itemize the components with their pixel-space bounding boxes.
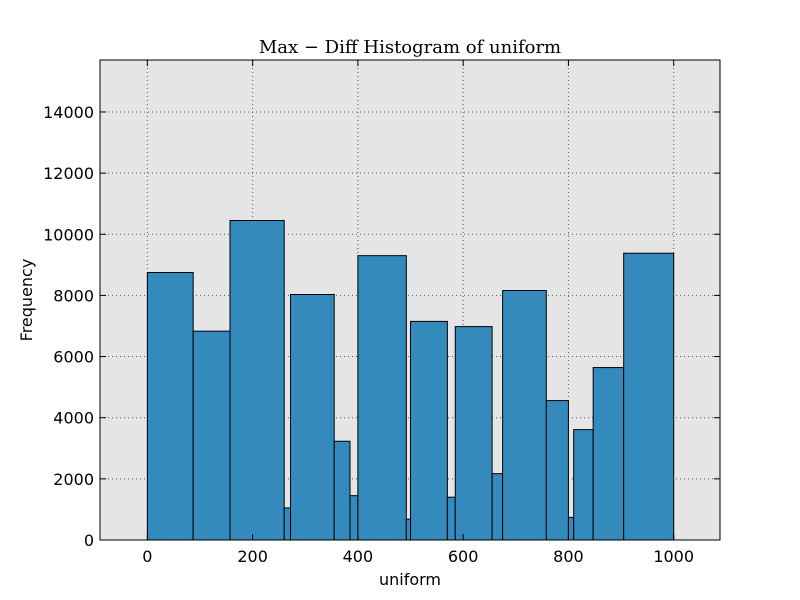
histogram-bar bbox=[545, 400, 569, 541]
histogram-bar bbox=[357, 255, 407, 541]
y-tick-label: 2000 bbox=[53, 470, 94, 489]
histogram-bar bbox=[333, 440, 351, 541]
histogram-bar bbox=[405, 518, 412, 541]
x-axis-label: uniform bbox=[379, 570, 441, 589]
y-tick-label: 10000 bbox=[43, 225, 94, 244]
y-axis-label: Frequency bbox=[17, 259, 36, 342]
histogram-bar bbox=[491, 473, 504, 541]
histogram-bar bbox=[592, 367, 625, 541]
x-tick-label: 800 bbox=[553, 547, 584, 566]
histogram-bar bbox=[573, 429, 594, 541]
y-tick-label: 6000 bbox=[53, 348, 94, 367]
histogram-bar bbox=[567, 516, 575, 541]
x-tick-label: 400 bbox=[343, 547, 374, 566]
y-tick-label: 14000 bbox=[43, 103, 94, 122]
x-tick-label: 600 bbox=[448, 547, 479, 566]
histogram-bar bbox=[349, 495, 359, 541]
histogram-bar bbox=[623, 252, 675, 541]
x-axis-ticks: 0 200 400 600 800 1000 bbox=[142, 60, 694, 566]
plot-frame bbox=[99, 59, 721, 541]
y-tick-label: 12000 bbox=[43, 164, 94, 183]
chart-title: Max − Diff Histogram of uniform bbox=[259, 37, 561, 58]
histogram-bar bbox=[454, 326, 493, 541]
x-tick-label: 0 bbox=[142, 547, 152, 566]
histogram-bar bbox=[146, 271, 194, 541]
histogram-bar bbox=[229, 220, 285, 541]
histogram-bar bbox=[502, 290, 547, 541]
histogram-bar bbox=[192, 330, 231, 541]
y-tick-label: 8000 bbox=[53, 286, 94, 305]
y-tick-label: 0 bbox=[84, 531, 94, 550]
histogram-bar bbox=[410, 320, 448, 541]
histogram-bar bbox=[290, 293, 335, 541]
histogram-bar bbox=[446, 496, 456, 541]
histogram-bar bbox=[283, 507, 292, 541]
x-tick-label: 200 bbox=[237, 547, 268, 566]
bars-group bbox=[146, 220, 675, 541]
y-axis-ticks: 0 2000 4000 6000 8000 10000 12000 14000 bbox=[43, 103, 720, 550]
x-tick-label: 1000 bbox=[653, 547, 694, 566]
y-tick-label: 4000 bbox=[53, 409, 94, 428]
